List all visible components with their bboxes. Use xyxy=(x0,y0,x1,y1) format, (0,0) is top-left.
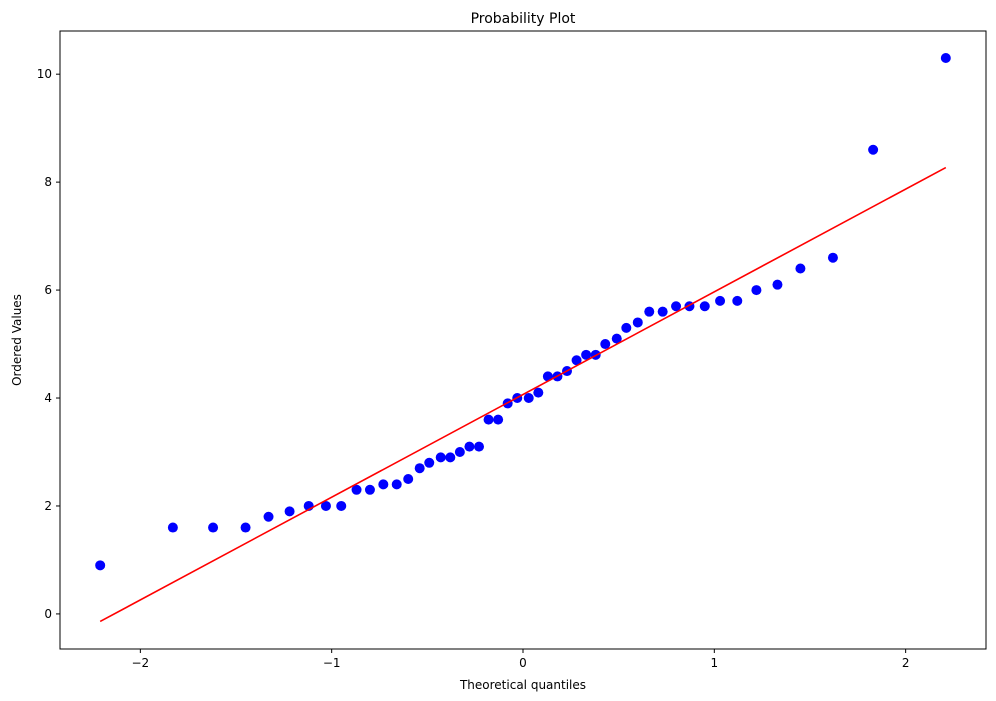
x-tick-label: −2 xyxy=(132,656,150,670)
data-point xyxy=(611,333,622,344)
y-tick-label: 6 xyxy=(44,283,52,297)
y-axis-label: Ordered Values xyxy=(10,294,24,386)
data-point xyxy=(827,252,838,263)
data-point xyxy=(581,349,592,360)
data-point xyxy=(868,144,879,155)
y-axis: 0 2 4 6 8 10 xyxy=(37,67,60,621)
data-point xyxy=(699,301,710,312)
data-point xyxy=(632,317,643,328)
data-point xyxy=(772,279,783,290)
data-point xyxy=(715,295,726,306)
data-point xyxy=(414,463,425,474)
fit-line xyxy=(99,166,947,623)
x-tick-label: 2 xyxy=(902,656,910,670)
data-point xyxy=(571,355,582,366)
data-point xyxy=(732,295,743,306)
data-point xyxy=(391,479,402,490)
data-point xyxy=(644,306,655,317)
data-point xyxy=(493,414,504,425)
data-point xyxy=(320,500,331,511)
data-point xyxy=(424,457,435,468)
data-point xyxy=(454,447,465,457)
data-point xyxy=(208,522,219,533)
data-point xyxy=(523,393,534,404)
data-point xyxy=(263,511,274,522)
plot-area xyxy=(95,52,951,623)
data-point xyxy=(940,52,951,63)
data-point xyxy=(600,339,611,350)
data-point xyxy=(464,441,475,452)
y-tick-label: 8 xyxy=(44,175,52,189)
y-tick-label: 4 xyxy=(44,391,52,405)
y-tick-label: 0 xyxy=(44,607,52,621)
data-point xyxy=(351,484,362,495)
x-tick-label: 0 xyxy=(519,656,527,670)
data-point xyxy=(474,441,484,452)
data-point xyxy=(533,387,544,398)
data-point xyxy=(445,452,456,463)
chart-title: Probability Plot xyxy=(471,11,576,27)
data-point xyxy=(671,301,682,312)
plot-frame xyxy=(59,30,987,650)
data-point xyxy=(621,322,632,333)
data-point xyxy=(378,479,389,490)
y-tick-label: 10 xyxy=(37,67,52,81)
data-point xyxy=(435,452,446,463)
data-point xyxy=(284,506,295,517)
data-point xyxy=(403,473,414,484)
x-tick-label: 1 xyxy=(711,656,719,670)
y-tick-label: 2 xyxy=(44,499,52,513)
data-point xyxy=(240,522,251,533)
data-point xyxy=(751,285,762,296)
data-point xyxy=(364,484,375,495)
x-tick-label: −1 xyxy=(323,656,341,670)
data-point xyxy=(657,306,668,317)
data-point xyxy=(336,500,347,511)
x-axis: −2 −1 0 1 2 xyxy=(132,649,910,670)
data-point xyxy=(167,522,178,533)
data-point xyxy=(795,263,806,274)
data-point xyxy=(95,560,106,571)
data-point xyxy=(483,414,494,425)
x-axis-label: Theoretical quantiles xyxy=(459,678,586,692)
